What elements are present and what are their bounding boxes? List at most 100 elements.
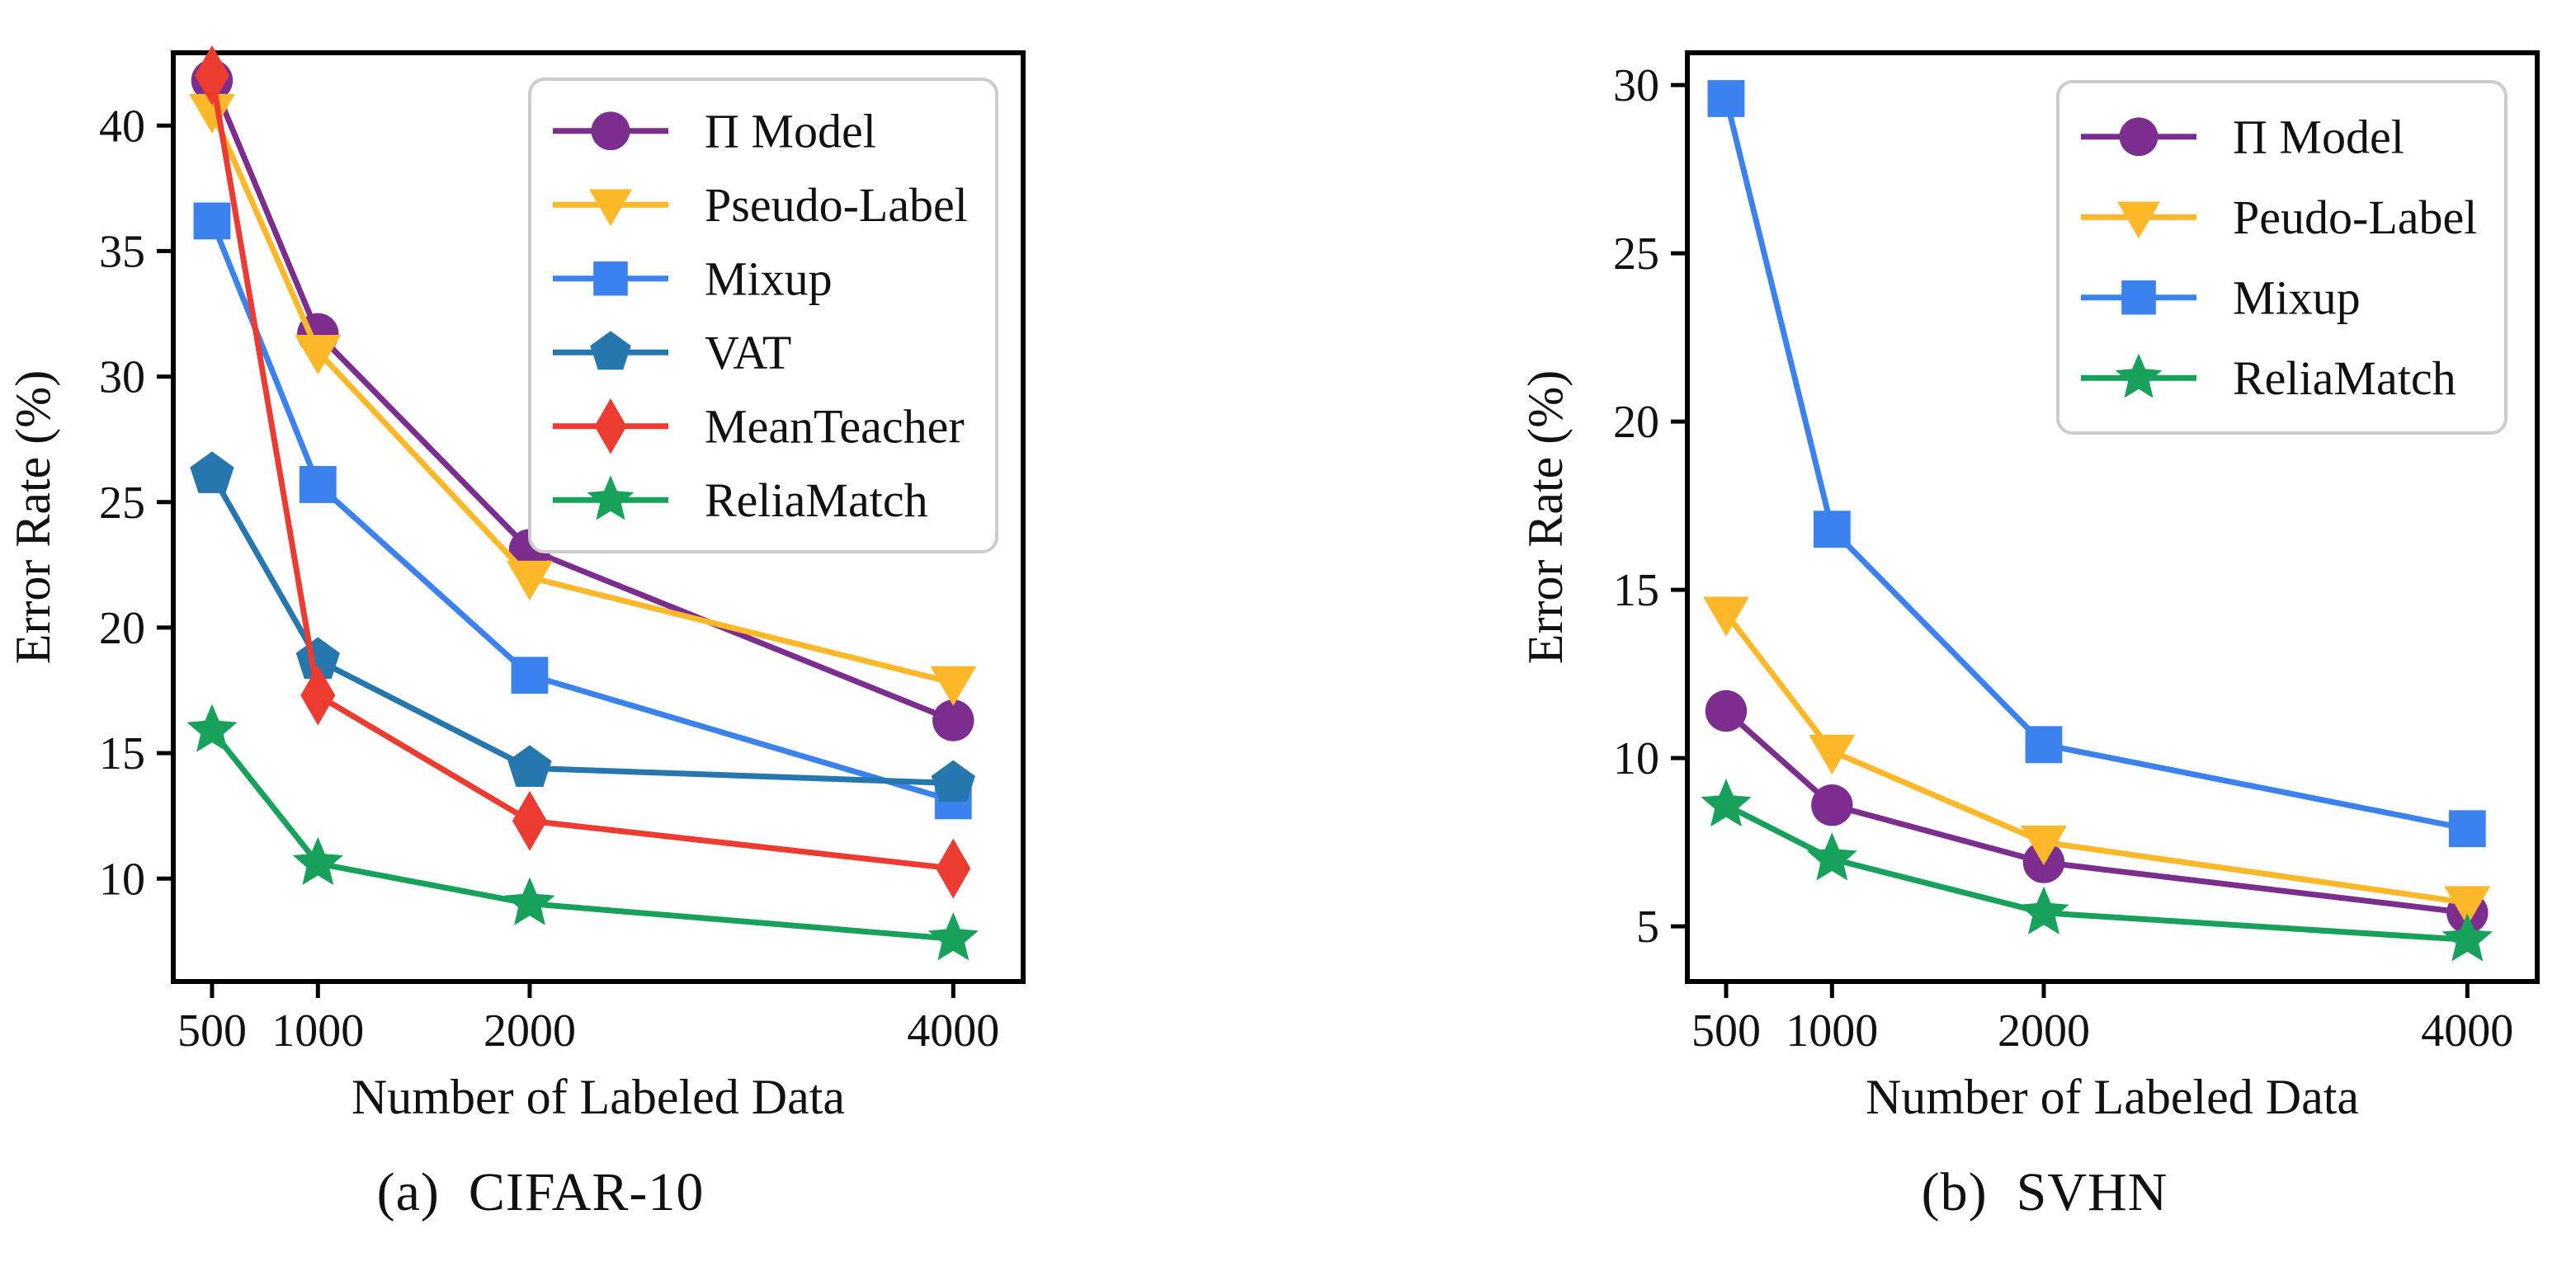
legend-entry: VAT <box>553 326 791 379</box>
data-point-marker <box>936 838 971 899</box>
series-line <box>209 107 956 686</box>
legend-entry: Mixup <box>2081 271 2361 324</box>
data-point-marker <box>2442 913 2493 962</box>
y-tick-label: 25 <box>1613 228 1659 280</box>
cifar10-chart: 10 15 20 25 30 35 40 500 1000 2000 4000 Number of L… <box>6 45 1026 1124</box>
data-point-marker <box>193 202 231 240</box>
legend-marker-diamond-icon <box>594 398 627 454</box>
y-axis-title: Error Rate (%) <box>1518 370 1573 664</box>
data-point-marker <box>927 912 979 961</box>
data-point-marker <box>504 877 555 925</box>
y-tick-label: 15 <box>99 728 145 779</box>
y-axis: 10 15 20 25 30 35 40 <box>99 101 173 905</box>
series-line <box>209 471 956 787</box>
legend-entry: Peudo-Label <box>2081 191 2477 244</box>
series-reliamatch <box>186 704 979 961</box>
legend-marker-triangle-down-icon <box>2117 201 2160 239</box>
y-tick-label: 30 <box>1613 60 1659 111</box>
data-point-marker <box>930 666 977 706</box>
x-axis: 500 1000 2000 4000 <box>1691 981 2513 1057</box>
data-point-marker <box>932 699 974 741</box>
data-point-marker <box>1813 511 1851 548</box>
data-point-marker <box>2020 825 2067 866</box>
x-tick-label: 1000 <box>271 1005 364 1057</box>
x-tick-label: 1000 <box>1786 1005 1878 1057</box>
caption-cifar10: (a) CIFAR-10 <box>376 1162 705 1222</box>
plot-frame <box>171 50 1026 984</box>
y-tick-label: 5 <box>1636 901 1659 953</box>
data-point-marker <box>2448 810 2486 848</box>
data-point-marker <box>1702 596 1749 637</box>
data-point-marker <box>2025 726 2063 764</box>
legend-entry: ReliaMatch <box>553 473 928 527</box>
legend-marker-pentagon-icon <box>590 331 631 370</box>
legend-marker-star-icon <box>587 475 635 520</box>
legend-entry: Π Model <box>553 104 876 158</box>
legend-label: Peudo-Label <box>2233 191 2477 244</box>
legend-marker-star-icon <box>2115 353 2163 398</box>
x-tick-label: 2000 <box>1998 1005 2090 1057</box>
x-tick-label: 4000 <box>907 1005 999 1057</box>
series-line <box>209 727 956 942</box>
data-point-marker <box>511 657 549 694</box>
legend-entry: Π Model <box>2081 110 2404 163</box>
data-point-marker <box>1705 690 1748 732</box>
data-point-marker <box>295 334 342 375</box>
x-axis-title: Number of Labeled Data <box>1866 1070 2359 1124</box>
data-point-marker <box>1707 80 1745 117</box>
legend-marker-triangle-down-icon <box>589 189 632 227</box>
data-point-marker <box>194 45 229 106</box>
legend-label: VAT <box>705 326 791 379</box>
data-point-marker <box>507 745 552 787</box>
y-tick-label: 10 <box>99 854 145 905</box>
data-point-marker <box>506 560 553 601</box>
x-tick-label: 2000 <box>484 1005 576 1057</box>
x-tick-label: 500 <box>177 1005 247 1057</box>
y-tick-label: 30 <box>99 352 145 403</box>
legend-label: MeanTeacher <box>705 399 965 453</box>
data-point-marker <box>1811 784 1853 826</box>
y-tick-label: 15 <box>1613 565 1659 616</box>
series-pseudo-label <box>188 93 977 706</box>
plot-frame <box>1685 50 2540 984</box>
caption-svhn: (b) SVHN <box>1921 1162 2168 1222</box>
y-tick-label: 35 <box>99 226 145 277</box>
y-tick-label: 40 <box>99 101 145 152</box>
series-reliamatch <box>1701 779 2493 962</box>
data-point-marker <box>1806 832 1857 881</box>
legend-box <box>528 78 998 553</box>
svhn-chart: 5 10 15 20 25 30 500 1000 2000 4000 Number of Labe… <box>1518 50 2540 1124</box>
data-point-marker <box>300 665 336 726</box>
legend-entry: Pseudo-Label <box>553 178 968 232</box>
series-line <box>209 77 956 724</box>
y-tick-label: 20 <box>99 603 145 654</box>
series-line <box>1723 708 2470 916</box>
legend-label: Mixup <box>705 252 833 305</box>
legend: Π Model Peudo-Label Mixup ReliaMatch <box>2056 80 2508 435</box>
series-line <box>209 218 956 804</box>
data-point-marker <box>2444 886 2491 926</box>
data-point-marker <box>190 451 234 493</box>
series-mixup <box>1707 80 2486 848</box>
data-point-marker <box>292 836 343 886</box>
x-axis: 500 1000 2000 4000 <box>177 981 999 1057</box>
legend-label: Π Model <box>2233 110 2404 163</box>
data-point-marker <box>512 790 547 851</box>
data-point-marker <box>186 704 238 752</box>
x-axis-title: Number of Labeled Data <box>351 1070 845 1124</box>
series-vat <box>190 451 975 803</box>
data-point-marker <box>931 760 975 803</box>
legend-marker-circle-icon <box>2119 117 2158 157</box>
data-point-marker <box>1701 779 1752 827</box>
legend-marker-circle-icon <box>591 111 630 151</box>
y-tick-label: 25 <box>99 478 145 529</box>
legend-box <box>2056 80 2508 435</box>
data-point-marker <box>1809 734 1856 774</box>
y-tick-label: 10 <box>1613 733 1659 784</box>
legend-label: Π Model <box>705 104 876 158</box>
legend-label: Pseudo-Label <box>705 178 968 232</box>
data-point-marker <box>2018 886 2069 934</box>
x-tick-label: 4000 <box>2421 1005 2513 1057</box>
series-line <box>209 72 956 872</box>
